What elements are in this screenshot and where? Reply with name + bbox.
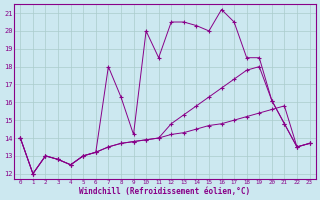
X-axis label: Windchill (Refroidissement éolien,°C): Windchill (Refroidissement éolien,°C) [79,187,251,196]
